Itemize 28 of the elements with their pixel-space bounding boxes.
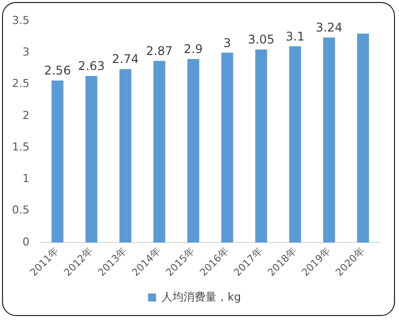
bar [187,58,200,242]
data-label: 2.9 [184,42,203,56]
bar [357,34,369,242]
y-tick-label: 2.5 [12,77,30,90]
legend-label: 人均消费量，kg [162,290,241,304]
bar [153,60,166,242]
data-label: 2.56 [44,64,71,78]
data-label: 3.24 [316,20,342,35]
bar [52,80,64,242]
y-tick-label: 0.5 [12,204,30,217]
bar [255,49,268,242]
bar [119,69,132,242]
data-label: 2.87 [146,44,173,58]
data-label: 2.74 [112,52,139,66]
bar [85,76,98,242]
data-label: 3.05 [248,32,275,47]
bar [323,37,336,242]
y-tick-label: 1 [22,172,30,186]
y-tick-label: 3.5 [12,14,30,27]
data-label: 3 [223,36,232,50]
y-tick-label: 2 [22,108,30,122]
bar [289,46,302,242]
bar [221,52,234,242]
y-tick-label: 1.5 [12,140,30,154]
y-tick-label: 0 [22,235,30,248]
data-label: 2.63 [78,59,105,74]
y-tick-label: 3 [22,45,30,58]
data-label: 3.1 [286,29,305,44]
